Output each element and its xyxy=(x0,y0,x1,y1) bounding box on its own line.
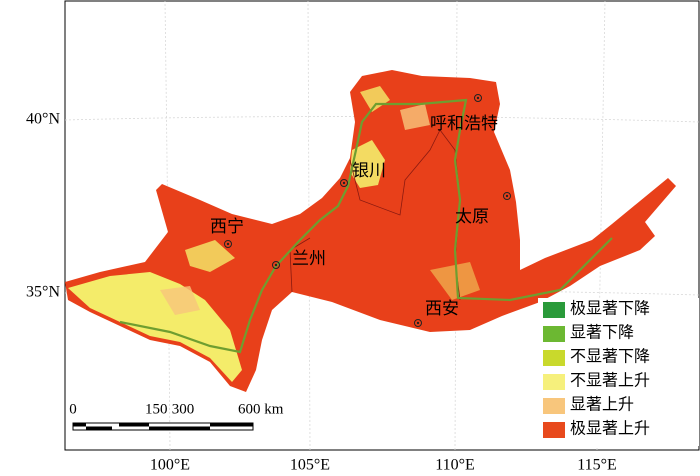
city-label: 西宁 xyxy=(210,217,244,236)
city-marker xyxy=(340,179,348,187)
legend-label: 显著下降 xyxy=(570,324,634,342)
legend-swatch xyxy=(543,326,565,342)
city-marker-dot xyxy=(226,242,230,246)
lon-label: 110°E xyxy=(435,457,475,474)
city-label: 银川 xyxy=(352,161,386,180)
lat-label: 40°N xyxy=(26,111,60,128)
legend-swatch xyxy=(543,350,565,366)
legend-swatch xyxy=(543,374,565,390)
basin-region xyxy=(65,70,676,392)
city-marker xyxy=(224,240,232,248)
city-marker-dot xyxy=(274,263,278,267)
lon-label: 115°E xyxy=(577,457,617,474)
city-marker-dot xyxy=(416,321,420,325)
city-label: 西安 xyxy=(425,299,459,318)
city-marker xyxy=(503,192,511,200)
river xyxy=(119,98,613,354)
lon-label: 100°E xyxy=(150,457,190,474)
legend-background xyxy=(538,298,699,446)
scale-bar xyxy=(72,422,254,431)
lat-label: 35°N xyxy=(26,284,60,301)
legend-label: 不显著上升 xyxy=(570,372,650,390)
trend-patches-orange xyxy=(160,104,430,315)
scale-label: 600 km xyxy=(238,401,284,417)
legend-label: 不显著下降 xyxy=(570,348,650,366)
scale-label: 0 xyxy=(69,401,77,417)
legend-label: 显著上升 xyxy=(570,396,634,414)
legend-swatch xyxy=(543,398,565,414)
city-label: 太原 xyxy=(455,207,489,226)
city-marker-dot xyxy=(342,181,346,185)
lon-label: 105°E xyxy=(290,457,330,474)
city-marker xyxy=(414,319,422,327)
city-marker xyxy=(474,94,482,102)
scale-label: 150 xyxy=(145,401,168,417)
legend-swatch xyxy=(543,302,565,318)
city-marker xyxy=(272,261,280,269)
legend-label: 极显著下降 xyxy=(570,300,650,318)
scale-label: 300 xyxy=(172,401,195,417)
city-marker-dot xyxy=(505,194,509,198)
legend-label: 极显著上升 xyxy=(570,420,650,438)
trend-patches xyxy=(68,86,480,382)
city-marker-dot xyxy=(476,96,480,100)
city-label: 呼和浩特 xyxy=(430,114,498,133)
legend-swatch xyxy=(543,422,565,438)
city-label: 兰州 xyxy=(292,249,326,268)
